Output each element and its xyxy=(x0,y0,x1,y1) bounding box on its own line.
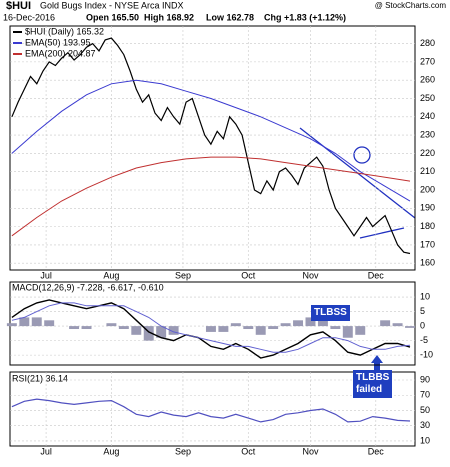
x-tick-label: Nov xyxy=(302,446,319,456)
y-tick-label: 220 xyxy=(420,148,435,158)
quote-high: High 168.92 xyxy=(144,12,194,22)
histogram-bar xyxy=(280,323,291,327)
histogram-bar xyxy=(205,326,216,332)
panel-frame xyxy=(9,371,416,447)
x-tick-label: Dec xyxy=(368,446,385,456)
histogram-bar xyxy=(218,326,229,332)
histogram-bar xyxy=(405,326,415,328)
x-tick-label: Nov xyxy=(302,270,319,280)
annotation: TLBBS failed xyxy=(353,370,393,398)
y-tick-label: 180 xyxy=(420,221,435,231)
histogram-bar xyxy=(106,323,117,327)
histogram-bar xyxy=(31,317,42,327)
panel-frame xyxy=(9,281,416,366)
series-line xyxy=(11,398,411,423)
histogram-bar xyxy=(81,326,92,330)
y-tick-label: 210 xyxy=(420,166,435,176)
histogram-bar xyxy=(168,326,179,335)
legend-label: $HUI (Daily) 165.32 xyxy=(25,26,104,36)
y-tick-label: 260 xyxy=(420,75,435,85)
y-tick-label: -10 xyxy=(420,350,433,360)
y-tick-label: 240 xyxy=(420,111,435,121)
annotation: TLBSS xyxy=(311,305,350,321)
y-tick-label: 270 xyxy=(420,56,435,66)
histogram-bar xyxy=(355,326,366,335)
quote-low: Low 162.78 xyxy=(206,12,254,22)
quote-open: Open 165.50 xyxy=(86,12,139,22)
histogram-bar xyxy=(69,326,80,330)
x-tick-label: Dec xyxy=(368,270,385,280)
histogram-bar xyxy=(380,320,391,327)
quote-date: 16-Dec-2016 xyxy=(3,12,55,22)
y-tick-label: 230 xyxy=(420,129,435,139)
arrow xyxy=(371,355,383,370)
histogram-bar xyxy=(305,317,316,327)
histogram-bar xyxy=(255,326,266,335)
y-tick-label: 10 xyxy=(420,435,430,445)
y-tick-label: 50 xyxy=(420,405,430,415)
legend-label: EMA(200) 204.87 xyxy=(25,48,96,58)
x-tick-label: Aug xyxy=(103,446,119,456)
x-tick-label: Aug xyxy=(103,270,119,280)
symbol: $HUI xyxy=(6,0,31,12)
histogram-bar xyxy=(342,326,353,338)
histogram-bar xyxy=(44,320,55,327)
title: Gold Bugs Index - NYSE Arca INDX xyxy=(40,0,184,10)
y-tick-label: 250 xyxy=(420,93,435,103)
y-tick-label: 160 xyxy=(420,258,435,268)
legend-label: EMA(50) 193.95 xyxy=(25,37,91,47)
histogram-bar xyxy=(268,326,279,330)
histogram-bar xyxy=(317,320,328,327)
y-tick-label: 170 xyxy=(420,239,435,249)
histogram-bar xyxy=(156,326,167,338)
histogram-bar xyxy=(131,326,142,335)
watermark: @ StockCharts.com xyxy=(375,1,447,10)
series-line xyxy=(11,79,411,202)
panel-frame xyxy=(9,25,416,271)
y-tick-label: 70 xyxy=(420,390,430,400)
x-tick-label: Sep xyxy=(175,270,191,280)
y-tick-label: 90 xyxy=(420,374,430,384)
series-line xyxy=(11,156,411,237)
y-tick-label: 0 xyxy=(420,320,425,330)
x-tick-label: Oct xyxy=(241,446,256,456)
y-tick-label: -5 xyxy=(420,335,428,345)
x-tick-label: Oct xyxy=(241,270,256,280)
histogram-bar xyxy=(330,326,341,330)
y-tick-label: 30 xyxy=(420,420,430,430)
quote-change: Chg +1.83 (+1.12%) xyxy=(264,12,346,22)
series-line xyxy=(11,302,411,353)
x-tick-label: Sep xyxy=(175,446,191,456)
trendline xyxy=(359,227,405,239)
y-tick-label: 190 xyxy=(420,203,435,213)
histogram-bar xyxy=(243,326,254,330)
histogram-bar xyxy=(6,323,17,327)
histogram-bar xyxy=(392,323,403,327)
rsi-legend: RSI(21) 36.14 xyxy=(12,373,68,383)
y-tick-label: 280 xyxy=(420,38,435,48)
x-tick-label: Jul xyxy=(40,270,52,280)
histogram-bar xyxy=(118,326,129,330)
histogram-bar xyxy=(230,323,241,327)
series-line xyxy=(11,37,411,255)
histogram-bar xyxy=(293,320,304,327)
histogram-bar xyxy=(143,326,154,341)
macd-legend: MACD(12,26,9) -7.228, -6.617, -0.610 xyxy=(12,282,164,292)
highlight-circle xyxy=(353,146,371,164)
x-tick-label: Jul xyxy=(40,446,52,456)
series-line xyxy=(11,299,411,359)
y-tick-label: 10 xyxy=(420,291,430,301)
y-tick-label: 200 xyxy=(420,184,435,194)
y-tick-label: 5 xyxy=(420,306,425,316)
histogram-bar xyxy=(19,317,30,327)
